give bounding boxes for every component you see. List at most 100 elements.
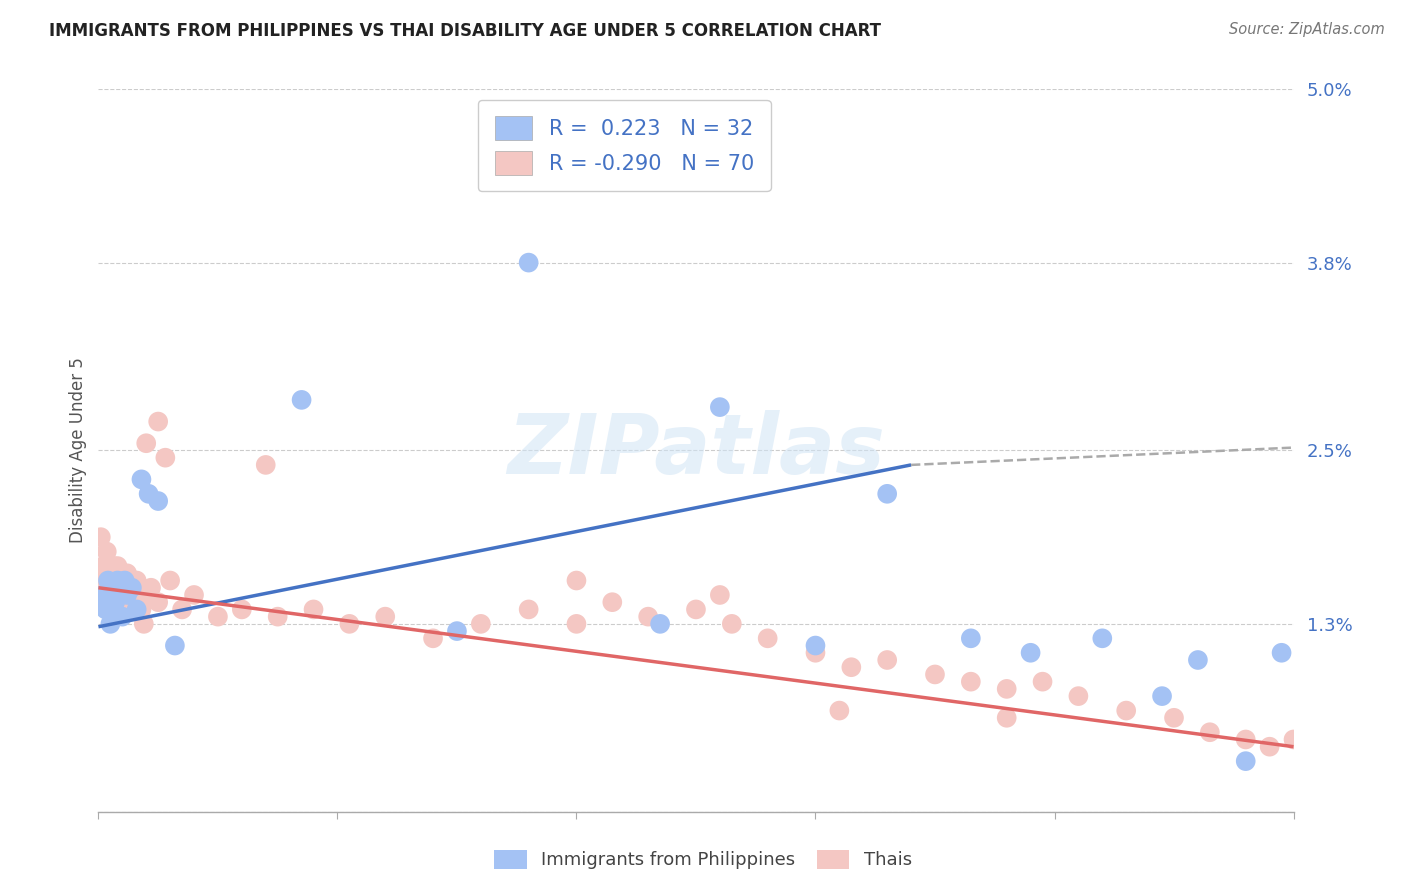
Point	[709, 588, 731, 602]
Point	[131, 602, 153, 616]
Point	[1115, 704, 1137, 718]
Point	[159, 574, 181, 588]
Point	[101, 581, 124, 595]
Point	[804, 639, 827, 653]
Point	[135, 588, 157, 602]
Point	[98, 616, 122, 631]
Point	[163, 639, 186, 653]
Point	[1234, 732, 1257, 747]
Point	[104, 574, 127, 588]
Point	[876, 487, 898, 501]
Point	[90, 530, 112, 544]
Point	[91, 559, 114, 574]
Point	[96, 544, 118, 558]
Point	[207, 609, 229, 624]
Point	[422, 632, 444, 646]
Point	[1199, 725, 1222, 739]
Point	[139, 581, 162, 595]
Point	[107, 574, 129, 588]
Point	[148, 415, 170, 429]
Point	[1282, 732, 1305, 747]
Point	[267, 609, 290, 624]
Point	[841, 660, 863, 674]
Point	[517, 255, 540, 269]
Point	[115, 566, 138, 581]
Point	[107, 559, 129, 574]
Point	[131, 472, 153, 486]
Point	[125, 602, 148, 616]
Point	[104, 595, 127, 609]
Point	[1234, 754, 1257, 768]
Point	[111, 609, 134, 624]
Text: Source: ZipAtlas.com: Source: ZipAtlas.com	[1229, 22, 1385, 37]
Point	[98, 559, 122, 574]
Text: IMMIGRANTS FROM PHILIPPINES VS THAI DISABILITY AGE UNDER 5 CORRELATION CHART: IMMIGRANTS FROM PHILIPPINES VS THAI DISA…	[49, 22, 882, 40]
Point	[97, 574, 120, 588]
Point	[339, 616, 361, 631]
Point	[231, 602, 253, 616]
Point	[121, 588, 143, 602]
Point	[517, 602, 540, 616]
Point	[302, 602, 325, 616]
Point	[446, 624, 468, 639]
Point	[111, 588, 134, 602]
Point	[125, 574, 148, 588]
Legend: R =  0.223   N = 32, R = -0.290   N = 70: R = 0.223 N = 32, R = -0.290 N = 70	[478, 100, 770, 192]
Point	[103, 559, 125, 574]
Point	[110, 574, 132, 588]
Point	[172, 602, 194, 616]
Point	[650, 616, 672, 631]
Point	[876, 653, 898, 667]
Point	[1032, 674, 1054, 689]
Point	[132, 616, 155, 631]
Y-axis label: Disability Age Under 5: Disability Age Under 5	[69, 358, 87, 543]
Point	[995, 681, 1018, 696]
Point	[721, 616, 744, 631]
Point	[108, 588, 131, 602]
Point	[756, 632, 779, 646]
Point	[118, 574, 141, 588]
Text: ZIPatlas: ZIPatlas	[508, 410, 884, 491]
Point	[589, 154, 612, 169]
Point	[105, 588, 128, 602]
Point	[183, 588, 205, 602]
Point	[114, 574, 136, 588]
Point	[1187, 653, 1209, 667]
Point	[108, 588, 131, 602]
Point	[94, 602, 117, 616]
Point	[1067, 689, 1090, 703]
Point	[804, 646, 827, 660]
Point	[91, 588, 114, 602]
Point	[254, 458, 277, 472]
Point	[114, 574, 136, 588]
Point	[960, 632, 983, 646]
Point	[138, 487, 160, 501]
Point	[124, 602, 146, 616]
Point	[148, 494, 170, 508]
Point	[1152, 689, 1174, 703]
Point	[709, 400, 731, 414]
Point	[995, 711, 1018, 725]
Point	[115, 588, 138, 602]
Point	[1258, 739, 1281, 754]
Point	[1163, 711, 1185, 725]
Point	[148, 595, 170, 609]
Point	[960, 674, 983, 689]
Point	[1091, 632, 1114, 646]
Point	[828, 704, 851, 718]
Point	[1019, 646, 1042, 660]
Point	[121, 581, 143, 595]
Point	[94, 574, 117, 588]
Point	[637, 609, 659, 624]
Point	[128, 588, 150, 602]
Point	[107, 574, 129, 588]
Point	[470, 616, 492, 631]
Point	[602, 595, 624, 609]
Point	[101, 602, 124, 616]
Point	[155, 450, 177, 465]
Point	[135, 436, 157, 450]
Point	[100, 574, 122, 588]
Point	[291, 392, 314, 407]
Point	[685, 602, 707, 616]
Point	[924, 667, 946, 681]
